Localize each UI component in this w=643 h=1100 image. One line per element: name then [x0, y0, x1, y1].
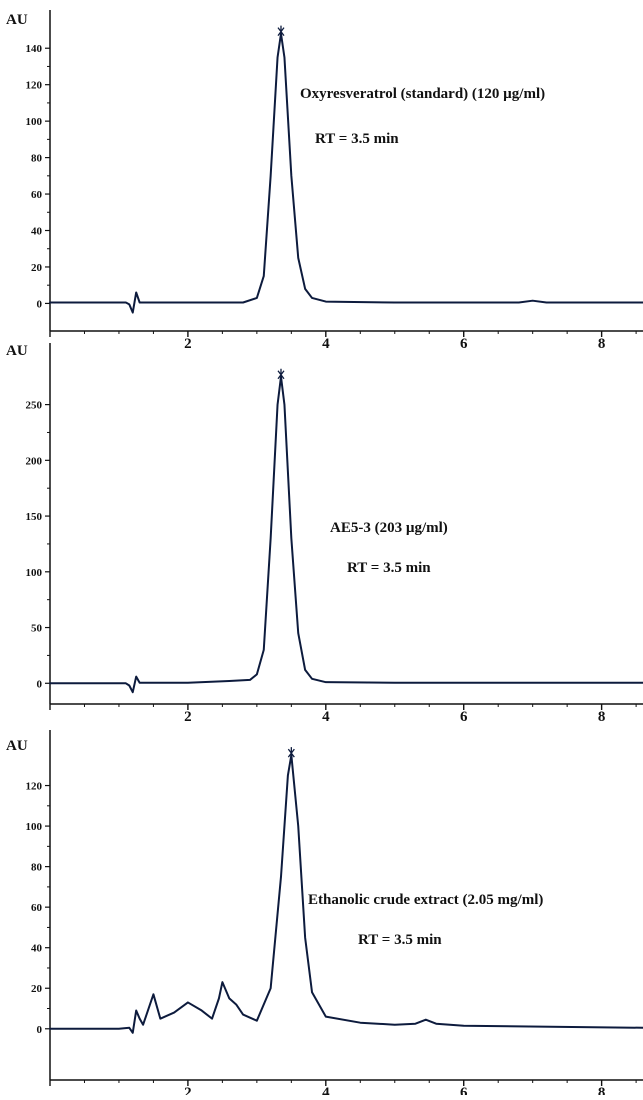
x-tick-label: 6 [460, 336, 468, 352]
chromatogram-line-1 [49, 32, 643, 314]
peak-marker [277, 25, 285, 37]
y-tick-label: 60 [31, 902, 43, 914]
y-tick-label: 100 [26, 116, 43, 128]
x-tick-label: 6 [460, 1085, 468, 1095]
y-tick-label: 60 [31, 189, 43, 201]
x-tick-label: 2 [184, 709, 192, 725]
y-tick-label: 40 [31, 943, 43, 955]
x-tick-label: 4 [322, 709, 330, 725]
y-tick-label: 80 [31, 862, 43, 874]
y-tick-label: 0 [37, 298, 43, 310]
peak-marker [287, 747, 295, 759]
annotation-2: RT = 3.5 min [315, 131, 399, 147]
peak-marker [277, 368, 285, 380]
y-axis-label: AU [6, 12, 28, 28]
y-tick-label: 150 [26, 511, 43, 523]
y-tick-label: 50 [31, 623, 43, 635]
y-tick-label: 20 [31, 983, 43, 995]
annotation-1: Oxyresveratrol (standard) (120 µg/ml) [300, 86, 545, 102]
x-tick-label: 6 [460, 709, 468, 725]
y-tick-label: 0 [37, 678, 43, 690]
chart-panel-1: AU 0 20 40 60 80 100 120 140 2 4 6 8 Oxyresveratrol (… [6, 10, 643, 352]
y-tick-label: 100 [26, 567, 43, 579]
x-tick-label: 4 [322, 1085, 330, 1095]
chromatogram-line-1 [49, 754, 643, 1034]
x-tick-label: 2 [184, 1085, 192, 1095]
chromatogram-line-1 [49, 375, 643, 694]
chart-panel-2: AU 0 50 100 150 200 250 2 4 6 8 AE5-3 (203 µg/ml) RT… [6, 343, 643, 725]
x-tick-label: 4 [322, 336, 330, 352]
x-tick-label: 8 [598, 1085, 606, 1095]
x-tick-label: 8 [598, 709, 606, 725]
y-tick-label: 250 [26, 400, 43, 412]
y-tick-label: 80 [31, 153, 43, 165]
y-tick-label: 20 [31, 262, 43, 274]
annotation-1: Ethanolic crude extract (2.05 mg/ml) [308, 892, 543, 908]
y-axis-label: AU [6, 343, 28, 359]
annotation-1: AE5-3 (203 µg/ml) [330, 520, 448, 536]
y-tick-label: 120 [26, 80, 43, 92]
y-tick-label: 200 [26, 455, 43, 467]
y-tick-label: 140 [26, 43, 43, 55]
y-tick-label: 0 [37, 1024, 43, 1036]
annotation-2: RT = 3.5 min [358, 932, 442, 948]
x-tick-label: 2 [184, 336, 192, 352]
annotation-2: RT = 3.5 min [347, 560, 431, 576]
y-tick-label: 40 [31, 226, 43, 238]
chart-panel-3: AU 0 20 40 60 80 100 120 2 4 6 8 Ethanolic crude ext… [6, 730, 643, 1100]
y-axis-label: AU [6, 738, 28, 754]
y-tick-label: 100 [26, 821, 43, 833]
y-tick-label: 120 [26, 781, 43, 793]
x-tick-label: 8 [598, 336, 606, 352]
